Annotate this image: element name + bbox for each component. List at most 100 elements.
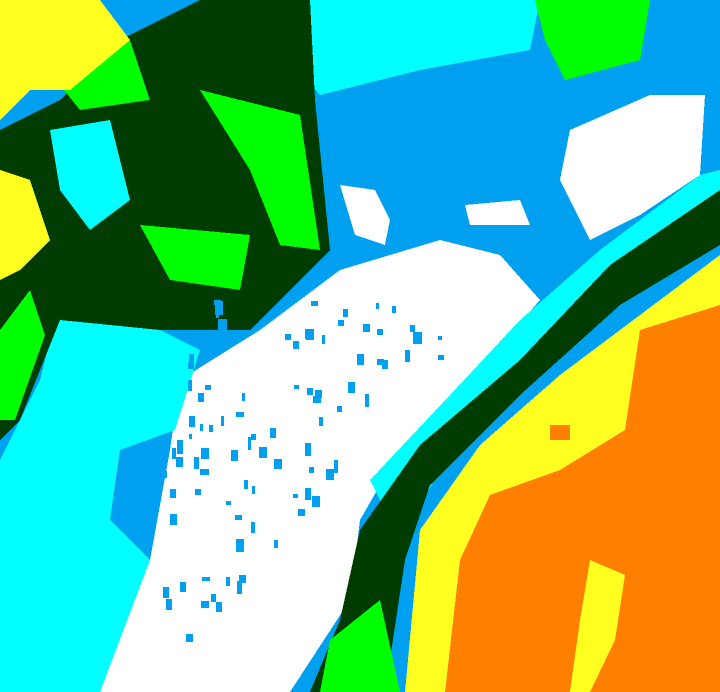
region-green-2 <box>140 225 250 290</box>
blue-speck <box>201 601 209 608</box>
blue-speck <box>221 416 224 426</box>
blue-speck <box>270 428 276 438</box>
blue-speck <box>170 514 177 525</box>
region-orange-southeast <box>445 305 720 692</box>
blue-speck <box>177 440 183 454</box>
blue-speck <box>201 448 209 459</box>
blue-speck <box>226 501 231 505</box>
blue-speck <box>160 471 167 478</box>
blue-speck <box>237 581 242 594</box>
blue-speck <box>307 388 313 395</box>
blue-speck <box>305 443 311 456</box>
blue-speck <box>410 325 415 332</box>
blue-speck <box>405 350 410 362</box>
region-green-south <box>320 600 400 692</box>
blue-speck <box>251 522 255 533</box>
blue-speck <box>357 354 364 365</box>
blue-speck <box>216 314 219 318</box>
region-yellow-northwest <box>0 0 130 120</box>
blue-speckles <box>160 300 444 642</box>
blue-speck <box>438 336 442 340</box>
blue-speck <box>413 332 422 344</box>
blue-speck <box>312 496 320 507</box>
blue-speck <box>170 489 176 498</box>
blue-speck <box>166 599 172 610</box>
region-green-1 <box>200 90 320 250</box>
blue-speck <box>293 341 299 349</box>
blue-speck <box>337 406 342 412</box>
blue-speck <box>363 324 370 332</box>
blue-speck <box>309 467 314 473</box>
blue-speck <box>218 319 227 333</box>
blue-speck <box>186 634 193 642</box>
blue-speck <box>202 577 210 581</box>
blue-speck <box>438 355 444 360</box>
blue-speck <box>189 434 192 439</box>
blue-speck <box>298 509 305 516</box>
region-cyan-west <box>0 300 200 692</box>
blue-speck <box>198 393 204 402</box>
region-orange-islet <box>550 425 570 440</box>
blue-speck <box>244 480 248 489</box>
blue-speck <box>392 306 396 313</box>
blue-speck <box>180 582 186 592</box>
region-cyan-inner <box>50 120 130 230</box>
blue-speck <box>365 394 369 407</box>
blue-speck <box>377 359 384 365</box>
blue-speck <box>343 309 348 317</box>
blue-speck <box>376 303 379 309</box>
blue-speck <box>338 320 344 326</box>
blue-speck <box>313 396 321 403</box>
region-white-small-2 <box>465 200 530 225</box>
blue-speck <box>382 360 388 369</box>
blue-speck <box>274 540 278 548</box>
blue-speck <box>163 587 169 598</box>
region-yellow-island <box>570 560 625 692</box>
blue-speck <box>172 448 176 459</box>
blue-speck <box>322 335 325 344</box>
blue-speck <box>200 424 203 431</box>
blue-speck <box>200 469 209 475</box>
blue-speck <box>195 489 201 495</box>
blue-speck <box>251 434 256 440</box>
blue-speck <box>194 457 199 469</box>
blue-speck <box>259 447 267 458</box>
blue-speck <box>236 539 244 552</box>
blue-speck <box>226 577 230 586</box>
blue-speck <box>205 385 211 390</box>
blue-speck <box>305 488 311 500</box>
blue-speck <box>211 594 216 602</box>
blue-speck <box>306 333 314 340</box>
blue-speck <box>348 382 355 393</box>
blue-speck <box>377 329 383 335</box>
region-green-northeast <box>535 0 650 80</box>
blue-speck <box>319 417 323 426</box>
blue-speck <box>236 412 244 417</box>
blue-speck <box>252 486 255 494</box>
blue-speck <box>285 334 291 340</box>
region-white-northeast <box>560 95 705 240</box>
blue-speck <box>189 416 195 427</box>
blue-speck <box>176 457 183 467</box>
region-white-center <box>80 240 540 692</box>
blue-speck <box>326 469 334 480</box>
blue-speck <box>215 301 223 315</box>
blue-speck <box>315 390 322 398</box>
blue-speck <box>235 515 242 520</box>
region-green-3 <box>0 290 45 420</box>
blue-speck <box>293 494 298 498</box>
blue-speck <box>311 301 318 306</box>
region-cyan-top <box>250 0 540 95</box>
region-yellow-west <box>0 170 50 280</box>
blue-speck <box>248 437 251 450</box>
blue-speck <box>231 450 238 461</box>
blue-speck <box>188 380 192 391</box>
blue-speck <box>239 575 246 583</box>
region-white-small <box>340 185 390 245</box>
blue-speck <box>189 354 194 367</box>
blue-speck <box>294 385 299 389</box>
blue-speck <box>274 459 282 469</box>
blue-speck <box>216 602 222 612</box>
blue-speck <box>209 425 213 432</box>
